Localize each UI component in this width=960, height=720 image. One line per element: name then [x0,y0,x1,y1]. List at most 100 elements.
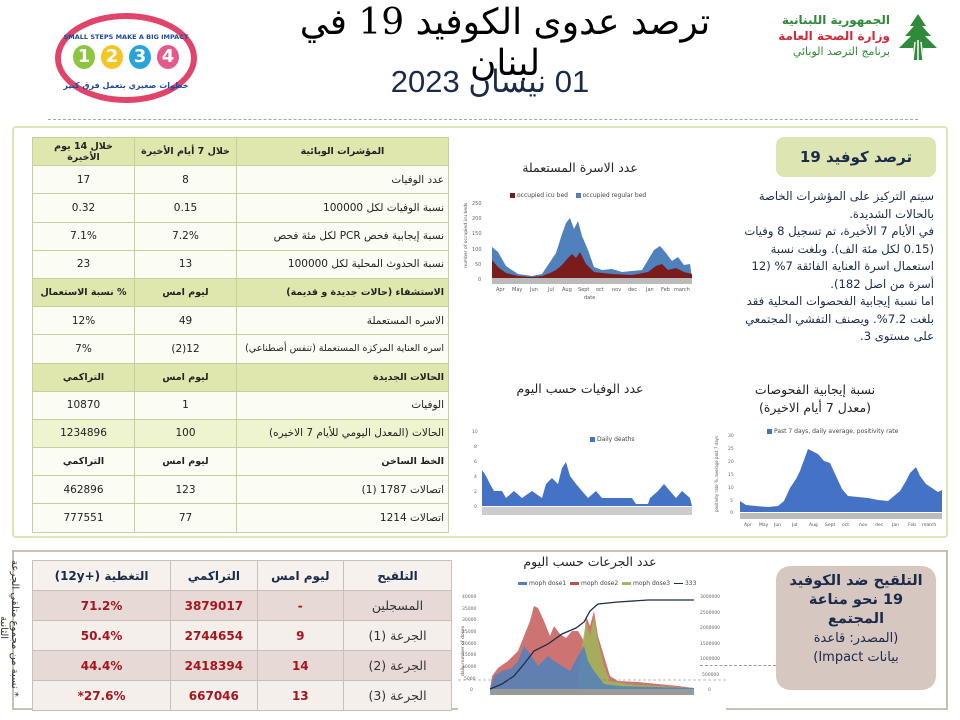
cell-value: 13 [256,680,345,711]
cedar-icon [899,14,937,61]
cell-value: 44.4% [31,650,172,681]
cell-value: 3879017 [170,590,258,621]
svg-text:1000000: 1000000 [700,656,720,662]
svg-text:Apr: Apr [496,287,506,293]
legend-label: moph dose3 [632,580,671,587]
header-divider [48,119,918,120]
svg-text:Sept: Sept [825,522,835,528]
row-label: نسبة الحدوث المحلية لكل 100000 [236,249,449,279]
svg-text:50: 50 [475,262,481,268]
cell-value: 50.4% [31,620,172,651]
table-row: نسبة الحدوث المحلية لكل 100000 13 23 [32,249,449,279]
row-label: نسبة إيجابية فحص PCR لكل مئة فحص [236,221,449,251]
header-cell: التلقيح [343,560,452,591]
cell-value: 1234896 [32,418,135,449]
cell-value: 7.1% [32,221,135,251]
table-row: نسبة الوفيات لكل 100000 0.15 0.32 [32,193,449,223]
cell-value: 777551 [32,503,135,533]
header-cell: ليوم امس [134,362,237,392]
svg-text:Sept: Sept [578,287,589,293]
legend-swatch-icon [575,193,581,198]
header-cell: ليوم امس [134,447,237,477]
svg-text:30: 30 [728,433,734,439]
cell-value: 9 [256,620,345,651]
svg-text:positivity rate %, average pas: positivity rate %, average past 7 days [714,436,719,512]
svg-text:25: 25 [728,446,734,452]
svg-text:25000: 25000 [462,629,476,635]
table-row: اتصالات 1214 77 777551 [32,503,449,533]
doses-chart-title: عدد الجرعات حسب اليوم [523,554,657,569]
surveillance-title-badge: ترصد كوفيد 19 [776,137,936,177]
svg-text:6: 6 [474,459,477,465]
header-cell: التغطية (+12y) [31,560,172,591]
cell-value: 14 [256,650,345,681]
svg-text:Jul: Jul [791,522,797,528]
svg-text:0: 0 [478,277,481,283]
svg-text:10: 10 [472,429,478,435]
positivity-chart-plot: 0 5 10 15 20 25 30 Apr May Jun Jul Aug Sept oct nov de… [714,433,942,528]
beds-chart-title: عدد الاسرة المستعملة [522,160,638,175]
cell-value: - [256,590,345,621]
cell-value: 0.32 [32,193,135,223]
svg-text:number of occupied icu beds: number of occupied icu beds [463,202,469,268]
svg-text:Jan: Jan [645,287,654,293]
cell-value: 0.15 [134,193,237,223]
campaign-steps: 1 2 3 4 [55,45,197,69]
svg-text:Jun: Jun [773,522,781,528]
summary-paragraph: اما نسبة إيجابية الفحصوات المحلية فقد بل… [745,294,934,343]
cell-value: 2418394 [170,650,258,681]
legend-line-icon [673,583,683,584]
row-label: المسجلين [343,590,452,621]
cell-value: 8 [134,165,237,195]
svg-text:May: May [512,287,522,293]
row-label: نسبة الوفيات لكل 100000 [236,193,449,223]
svg-text:Apr: Apr [744,522,752,528]
svg-text:Feb: Feb [908,522,916,528]
header-cell: % نسبة الاستعمال [32,277,135,308]
section-title: الاستشفاء (حالات جديدة و قديمة) [236,277,449,308]
table-row: المسجلين - 3879017 71.2% [31,590,452,621]
svg-text:100: 100 [472,247,482,253]
svg-text:Aug: Aug [809,522,818,528]
table-section-header: الخط الساخن ليوم امس التراكمي [32,447,449,477]
svg-text:150: 150 [472,231,482,237]
section-title: الحالات الجديدة [236,362,449,392]
cell-value: 77 [134,503,237,533]
doses-chart-legend: moph dose1 moph dose2 moph dose3 333 [518,580,696,587]
svg-text:Aug: Aug [562,287,572,293]
summary-paragraph: سيتم التركيز على المؤشرات الخاصة بالحالا… [758,189,934,221]
table-row: عدد الوفيات 8 17 [32,165,449,195]
ministry-line-1: الجمهورية اللبنانية [781,13,890,27]
table-row: الاسره المستعملة 49 12% [32,306,449,336]
step-3-icon: 3 [129,45,151,69]
svg-text:15: 15 [728,472,734,478]
svg-text:500000: 500000 [702,672,719,678]
legend-label: moph dose2 [580,580,619,587]
indicators-table: المؤشرات الوبائية خلال 7 أيام الأخيرة خل… [32,136,449,533]
cell-value: 27.6%* [31,680,172,711]
vaccination-badge-source: (المصدر: قاعدة [813,631,899,646]
svg-text:Jan: Jan [891,522,899,528]
row-label: اسره العناية المركزه المستعملة (تنفس أصط… [236,334,449,364]
svg-text:20000: 20000 [462,641,476,647]
step-1-icon: 1 [73,45,95,69]
row-label: الجرعة (2) [343,650,452,681]
vaccination-badge-line: المجتمع [827,611,885,627]
svg-text:Jun: Jun [529,287,538,293]
legend-swatch-icon [518,582,527,585]
legend-swatch-icon [569,582,579,585]
svg-text:35000: 35000 [462,606,476,612]
svg-text:May: May [759,522,769,528]
header-cell: التراكمي [170,560,258,591]
deaths-chart-plot: 0 2 4 6 8 10 [472,429,692,515]
doses-chart: moph dose1 moph dose2 moph dose3 333 0 50… [458,576,726,710]
legend-label: moph dose1 [529,580,567,587]
svg-text:0: 0 [474,504,477,510]
legend-swatch-icon [510,193,515,198]
cell-value: 10870 [32,390,135,420]
cell-value: 17 [32,165,135,195]
table-row: الجرعة (2) 14 2418394 44.4% [31,650,452,681]
svg-text:0: 0 [708,687,711,693]
svg-text:40000: 40000 [462,594,476,600]
header-cell: خلال 7 أيام الأخيرة [134,136,237,167]
